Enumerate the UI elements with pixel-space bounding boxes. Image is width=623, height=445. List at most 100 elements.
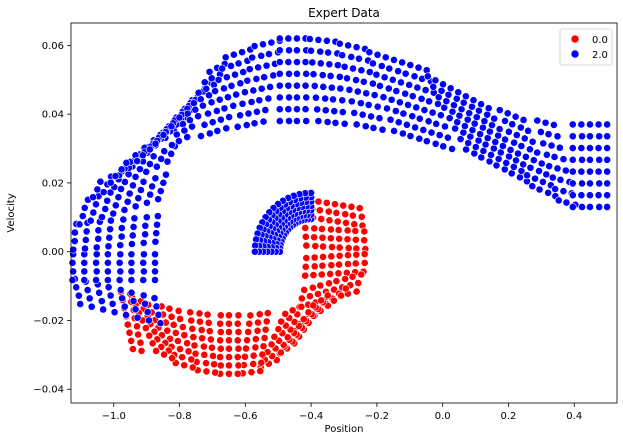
series-1-point <box>139 250 148 259</box>
series-1-point <box>151 267 159 276</box>
series-1-point <box>510 138 518 147</box>
series-1-point <box>594 191 603 200</box>
series-1-point <box>401 69 410 78</box>
series-0-point <box>259 342 268 351</box>
series-1-point <box>216 115 225 124</box>
series-0-point <box>204 318 213 327</box>
series-0-point <box>299 315 308 324</box>
series-0-point <box>352 287 361 296</box>
series-1-point <box>325 60 334 69</box>
series-1-point <box>568 179 577 188</box>
series-1-point <box>577 120 586 129</box>
series-1-point <box>199 101 207 110</box>
series-1-point <box>406 61 415 69</box>
series-0-point <box>301 224 310 232</box>
series-1-point <box>85 294 94 303</box>
series-1-point <box>331 118 340 127</box>
series-1-point <box>139 238 148 247</box>
series-0-point <box>125 328 134 337</box>
series-1-point <box>151 250 159 259</box>
series-0-point <box>242 344 250 353</box>
series-1-point <box>92 276 100 284</box>
series-1-point <box>586 144 594 152</box>
series-0-point <box>258 350 267 359</box>
series-1-point <box>231 70 239 79</box>
series-1-point <box>122 311 130 319</box>
series-0-point <box>354 279 363 287</box>
series-1-point <box>188 122 196 131</box>
series-1-point <box>603 155 612 164</box>
series-1-point <box>119 215 128 224</box>
series-1-point <box>275 69 284 78</box>
series-1-point <box>464 139 473 147</box>
series-1-point <box>398 58 407 67</box>
series-1-point <box>603 191 612 200</box>
series-1-point <box>293 46 301 55</box>
series-1-point <box>494 131 503 140</box>
series-1-point <box>152 302 161 311</box>
series-1-point <box>70 237 79 245</box>
series-1-point <box>151 237 160 246</box>
series-1-point <box>141 230 150 239</box>
series-1-point <box>196 95 205 104</box>
series-1-point <box>321 94 330 103</box>
series-0-point <box>251 343 260 352</box>
series-0-point <box>256 367 265 375</box>
series-1-point <box>394 67 403 76</box>
series-0-point <box>169 320 178 329</box>
series-1-point <box>257 51 266 60</box>
series-1-point <box>236 111 244 120</box>
series-1-point <box>101 205 110 213</box>
series-1-point <box>97 297 106 306</box>
series-0-point <box>281 310 290 318</box>
series-0-point <box>174 306 183 315</box>
series-0-point <box>315 206 324 215</box>
series-1-point <box>431 76 440 85</box>
series-1-point <box>74 291 83 300</box>
series-1-point <box>501 135 509 144</box>
series-0-point <box>301 232 310 241</box>
series-0-point <box>133 322 141 331</box>
series-1-point <box>250 119 259 128</box>
series-1-point <box>326 72 335 80</box>
series-1-point <box>301 105 310 114</box>
series-1-point <box>537 159 546 168</box>
series-1-point <box>362 89 371 98</box>
series-1-point <box>116 250 125 259</box>
series-1-point <box>255 96 264 105</box>
series-1-point <box>200 120 209 129</box>
y-axis-label: Velocity <box>6 193 17 232</box>
series-0-point <box>310 253 319 262</box>
series-0-point <box>261 325 270 334</box>
series-0-point <box>233 319 242 328</box>
series-1-point <box>224 93 232 102</box>
series-1-point <box>89 208 98 217</box>
series-1-point <box>208 118 217 127</box>
series-0-point <box>297 302 306 311</box>
series-1-point <box>487 151 495 159</box>
series-1-point <box>321 106 330 115</box>
series-1-point <box>603 144 612 152</box>
series-1-point <box>178 120 187 129</box>
series-0-point <box>216 336 225 345</box>
series-1-point <box>293 81 301 90</box>
series-1-point <box>197 132 205 140</box>
series-1-point <box>568 155 577 164</box>
series-1-point <box>437 86 446 95</box>
series-1-point <box>417 94 426 103</box>
series-0-point <box>216 319 225 328</box>
legend-marker-1 <box>570 49 580 59</box>
series-0-point <box>350 220 359 229</box>
series-1-point <box>535 185 544 194</box>
series-1-point <box>94 234 103 243</box>
series-1-point <box>109 209 118 218</box>
series-0-point <box>341 284 350 293</box>
series-0-point <box>249 351 258 360</box>
series-0-point <box>205 327 214 336</box>
series-0-point <box>335 234 344 243</box>
series-1-point <box>142 213 151 222</box>
series-1-point <box>81 244 89 253</box>
series-1-point <box>375 114 384 123</box>
series-1-point <box>211 87 219 95</box>
series-1-point <box>335 39 344 48</box>
